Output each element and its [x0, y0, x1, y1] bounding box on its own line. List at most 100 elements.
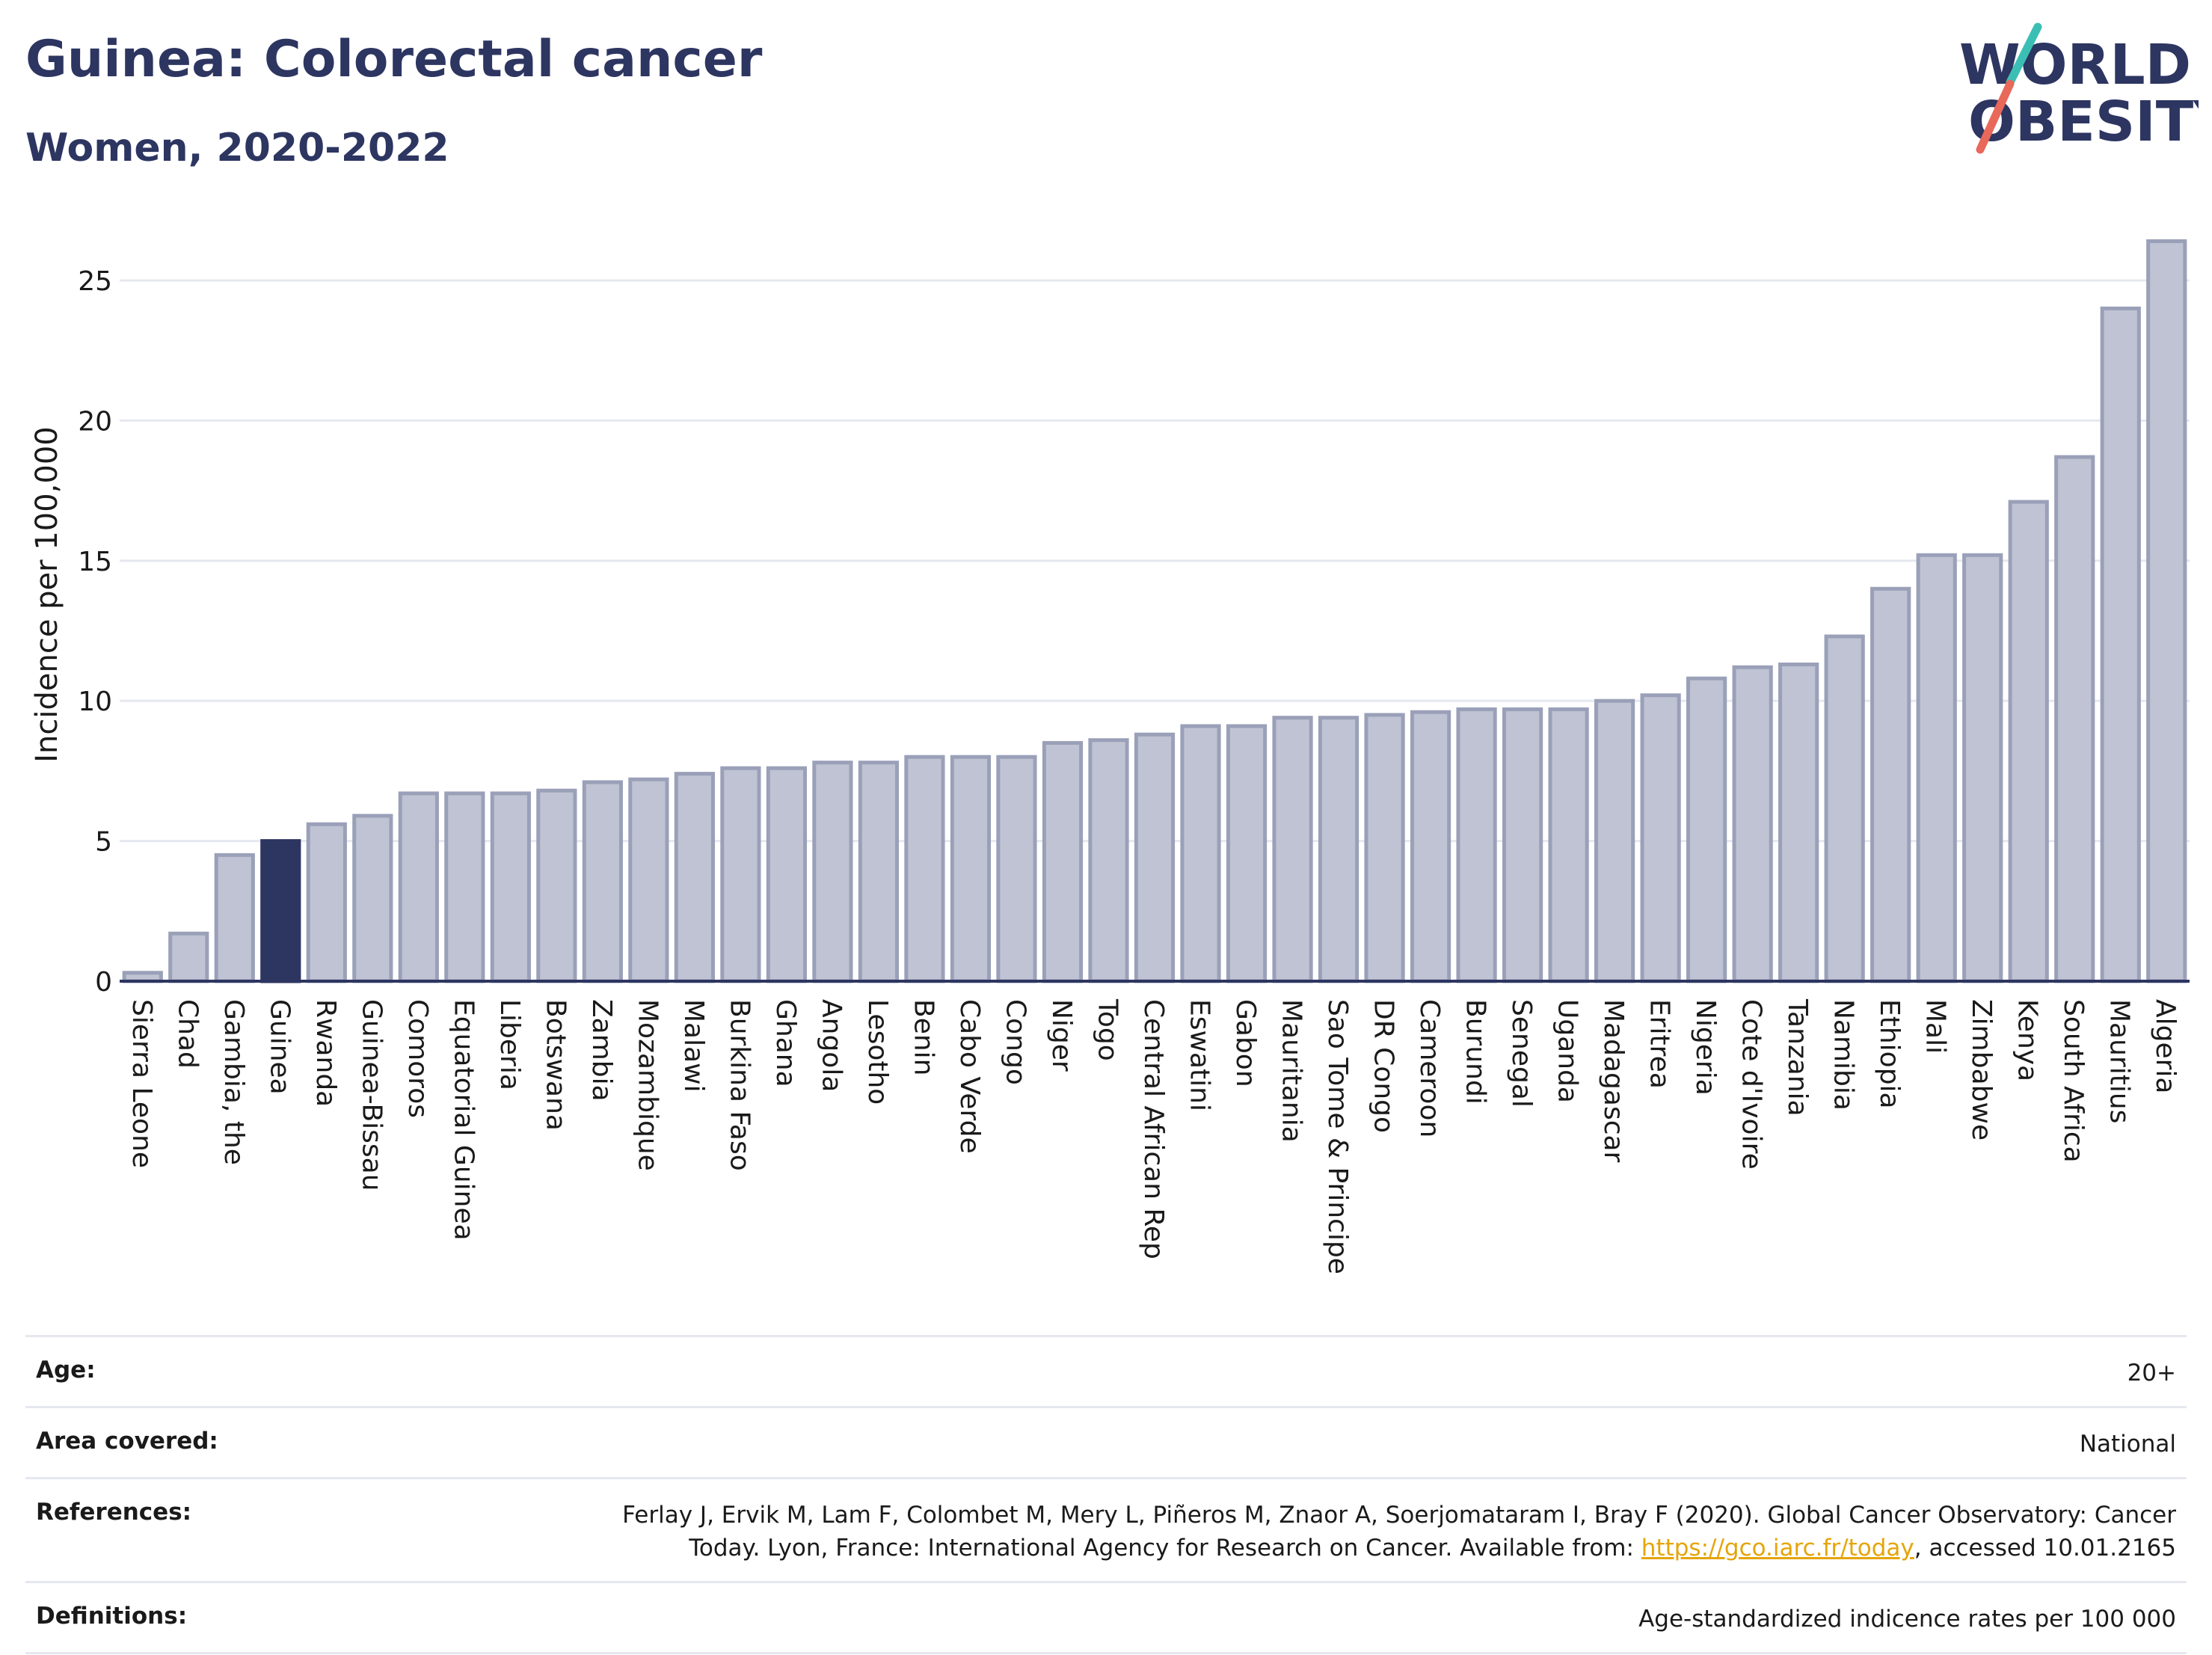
- y-tick-label: 10: [78, 687, 112, 717]
- bar-gabon: [1226, 724, 1268, 983]
- references-line1: Ferlay J, Ervik M, Lam F, Colombet M, Me…: [622, 1502, 2176, 1529]
- bar-layer: [122, 239, 2187, 983]
- x-tick-label: Rwanda: [310, 999, 341, 1107]
- x-tick-label: Botswana: [540, 999, 571, 1131]
- info-row-area: Area covered: National: [25, 1406, 2187, 1477]
- bar-cameroon: [1410, 710, 1451, 983]
- bar-cote-d-ivoire: [1732, 665, 1773, 983]
- logo-text-world: WORLD: [1959, 33, 2191, 97]
- x-tick-label: Chad: [172, 999, 203, 1069]
- references-label: References:: [36, 1499, 192, 1526]
- x-tick-label: Sao Tome & Principe: [1322, 999, 1353, 1274]
- x-tick-label: Mauritania: [1276, 999, 1307, 1143]
- x-tick-label: Sierra Leone: [126, 999, 157, 1168]
- x-tick-label: Cameroon: [1414, 999, 1445, 1137]
- definitions-label: Definitions:: [36, 1603, 188, 1630]
- definitions-value: Age-standardized indicence rates per 100…: [1638, 1606, 2176, 1633]
- bar-benin: [904, 755, 945, 983]
- bar-congo: [996, 755, 1037, 983]
- y-tick-label: 15: [78, 547, 112, 577]
- bar-kenya: [2008, 500, 2049, 983]
- area-value: National: [2079, 1431, 2176, 1458]
- info-row-age: Age: 20+: [25, 1335, 2187, 1406]
- x-tick-label: Ethiopia: [1874, 999, 1905, 1109]
- bar-gambia-the: [214, 853, 255, 983]
- bar-south-africa: [2054, 455, 2095, 983]
- bar-guinea: [260, 839, 301, 983]
- x-tick-label: Niger: [1046, 999, 1077, 1072]
- references-line2-post: , accessed 10.01.2165: [1914, 1535, 2176, 1562]
- bar-central-african-rep: [1134, 732, 1176, 983]
- x-tick-label: Algeria: [2150, 999, 2181, 1094]
- x-tick-label: Liberia: [494, 999, 525, 1090]
- bar-uganda: [1548, 707, 1589, 983]
- references-line2-pre: Today. Lyon, France: International Agenc…: [689, 1535, 1641, 1562]
- references-value: Ferlay J, Ervik M, Lam F, Colombet M, Me…: [622, 1499, 2176, 1565]
- y-tick-label: 25: [78, 266, 112, 297]
- bar-zimbabwe: [1962, 553, 2003, 983]
- x-tick-label: Nigeria: [1690, 999, 1721, 1096]
- x-tick-label: Kenya: [2012, 999, 2043, 1081]
- bar-guinea-bissau: [352, 814, 393, 983]
- x-tick-label: Eswatini: [1185, 999, 1215, 1111]
- bar-chad: [168, 931, 209, 983]
- x-tick-label: Cabo Verde: [954, 999, 985, 1154]
- x-tick-label: Eritrea: [1644, 999, 1675, 1089]
- bar-nigeria: [1686, 676, 1727, 983]
- x-tick-label: DR Congo: [1368, 999, 1399, 1133]
- bar-mauritania: [1272, 716, 1313, 983]
- bar-togo: [1088, 738, 1129, 983]
- bar-mauritius: [2100, 306, 2141, 983]
- x-tick-label: Cote d'Ivoire: [1736, 999, 1767, 1170]
- bar-madagascar: [1594, 698, 1635, 983]
- bar-equatorial-guinea: [444, 791, 485, 983]
- bar-sao-tome-principe: [1318, 716, 1360, 983]
- x-tick-label: Benin: [908, 999, 938, 1075]
- bar-mali: [1916, 553, 1957, 983]
- bar-mozambique: [628, 777, 669, 983]
- x-tick-label: Ghana: [770, 999, 801, 1087]
- bar-zambia: [582, 780, 623, 983]
- x-tick-label: Guinea: [264, 999, 295, 1095]
- bar-malawi: [674, 772, 715, 983]
- bar-chart: 0 5 10 15 20 25 Sierra Leone Chad Gambia, the Gui…: [30, 239, 2190, 1274]
- area-label: Area covered:: [36, 1428, 218, 1455]
- world-obesity-logo: WORLD OBESITY: [1959, 22, 2199, 154]
- chart-subtitle: Women, 2020-2022: [25, 126, 449, 171]
- x-tick-label: Guinea-Bissau: [356, 999, 387, 1191]
- x-tick-label: Mozambique: [632, 999, 663, 1171]
- x-tick-label: Comoros: [402, 999, 433, 1118]
- y-axis-label: Incidence per 100,000: [30, 426, 64, 763]
- bar-burkina-faso: [720, 766, 761, 983]
- y-tick-label: 5: [95, 827, 112, 858]
- bar-liberia: [490, 791, 531, 983]
- x-tick-label: Togo: [1092, 998, 1122, 1061]
- bar-eritrea: [1640, 693, 1681, 983]
- bar-algeria: [2146, 239, 2187, 983]
- chart-title: Guinea: Colorectal cancer: [25, 30, 763, 89]
- x-tick-label: Central African Rep: [1138, 999, 1169, 1259]
- x-tick-label: Zimbabwe: [1966, 999, 1997, 1140]
- label-layer: 0 5 10 15 20 25 Sierra Leone Chad Gambia, the Gui…: [78, 266, 2181, 1274]
- info-row-definitions: Definitions: Age-standardized indicence …: [25, 1581, 2187, 1654]
- bar-botswana: [536, 788, 577, 983]
- x-tick-label: Congo: [1000, 999, 1030, 1085]
- x-tick-label: Senegal: [1506, 999, 1537, 1108]
- x-tick-label: Burkina Faso: [724, 999, 755, 1171]
- x-tick-label: Malawi: [678, 999, 709, 1093]
- x-tick-label: Madagascar: [1598, 999, 1629, 1163]
- y-tick-label: 20: [78, 406, 112, 437]
- bar-senegal: [1502, 707, 1543, 983]
- bar-namibia: [1824, 634, 1865, 983]
- bar-cabo-verde: [950, 755, 992, 983]
- logo-slash-red: [1976, 79, 2015, 154]
- x-tick-label: Gabon: [1230, 999, 1261, 1087]
- x-tick-label: Angola: [816, 999, 847, 1092]
- x-tick-label: Lesotho: [862, 999, 893, 1105]
- bar-rwanda: [306, 822, 347, 983]
- x-tick-label: Zambia: [586, 999, 617, 1102]
- bar-angola: [812, 761, 853, 983]
- bar-ghana: [766, 766, 808, 983]
- x-tick-label: Burundi: [1460, 999, 1491, 1105]
- references-link[interactable]: https://gco.iarc.fr/today: [1641, 1535, 1914, 1562]
